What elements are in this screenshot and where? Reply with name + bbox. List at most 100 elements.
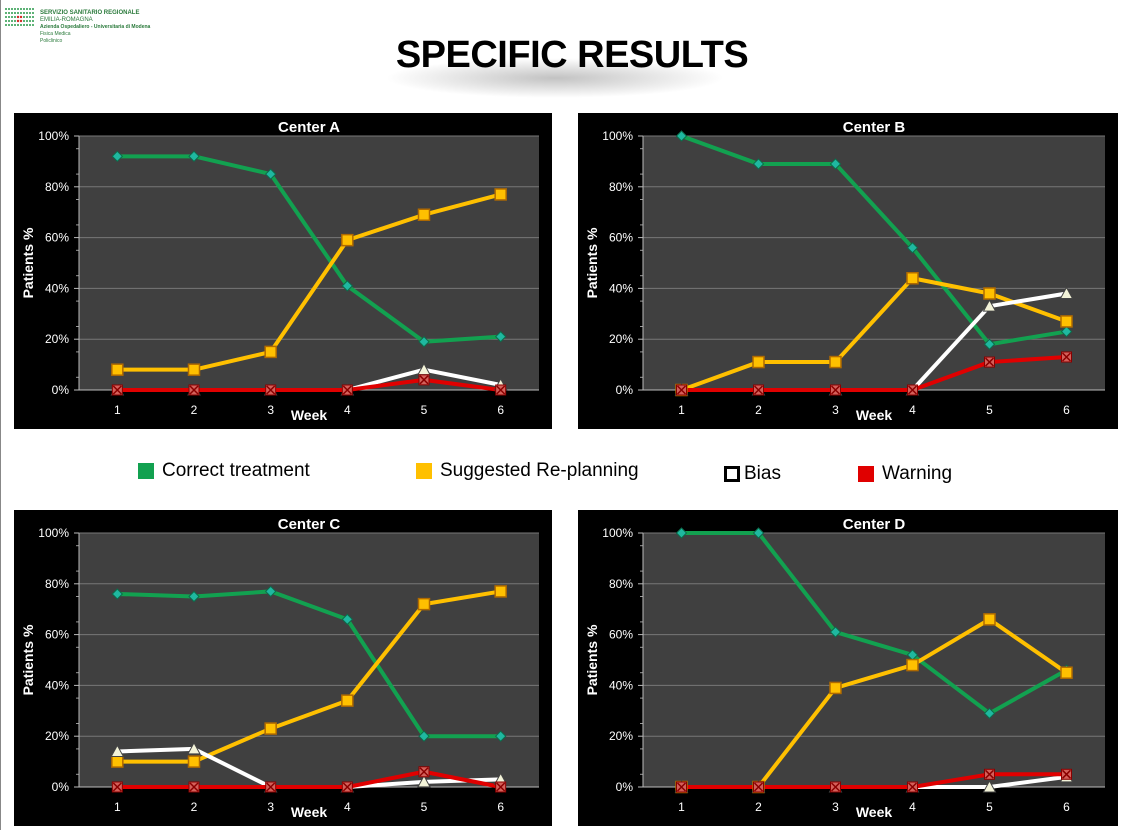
data-point-replanning [341, 233, 354, 247]
series-line-warning [679, 354, 1069, 392]
data-point-replanning [829, 355, 842, 369]
legend-label-correct: Correct treatment [162, 460, 310, 481]
data-point-replanning [417, 208, 431, 221]
y-axis-label: Patients % [584, 227, 600, 298]
x-tick-label: 2 [755, 800, 762, 814]
data-point-warning [830, 384, 841, 396]
data-point-correct [111, 588, 124, 600]
data-point-correct [829, 158, 842, 170]
data-point-replanning [264, 722, 277, 735]
data-point-warning [753, 384, 764, 396]
x-tick-label: 6 [1063, 800, 1070, 814]
x-axis-label: Week [856, 407, 893, 423]
data-point-replanning [906, 271, 919, 285]
data-point-correct [675, 130, 688, 142]
data-point-correct [752, 158, 765, 170]
legend-swatch-replanning [416, 463, 432, 479]
y-tick-label: 60% [609, 628, 633, 642]
data-point-warning [188, 384, 200, 396]
legend-item-correct: Correct treatment [138, 460, 310, 482]
y-tick-label: 20% [609, 729, 633, 743]
chart-center-c: 0% 20% 40% 60% 80% 100% 1 2 3 4 5 6 Center C Week Pati… [14, 510, 552, 826]
data-point-correct [983, 707, 996, 720]
series-line-warning [679, 772, 1069, 789]
data-point-warning [907, 781, 918, 793]
plot-area [79, 136, 539, 390]
x-tick-label: 6 [497, 403, 504, 417]
data-point-correct [418, 730, 430, 742]
x-tick-label: 2 [755, 403, 762, 417]
logo-line-5: Policlinico [40, 38, 63, 44]
y-tick-label: 100% [38, 526, 69, 540]
data-point-correct [906, 242, 919, 254]
y-axis-label: Patients % [584, 624, 600, 695]
plot-area [643, 533, 1105, 787]
y-tick-label: 40% [609, 281, 633, 295]
y-tick-label: 40% [45, 678, 69, 692]
y-tick-label: 20% [609, 332, 633, 346]
data-point-replanning [264, 345, 277, 359]
data-point-warning [830, 781, 841, 793]
legend-item-warning: Warning [858, 463, 952, 485]
data-point-correct [188, 590, 200, 603]
x-tick-label: 1 [114, 800, 121, 814]
data-point-correct [418, 336, 430, 348]
logo-line-4: Fisica Medica [40, 31, 71, 37]
series-line-correct [115, 589, 503, 739]
y-tick-label: 80% [45, 577, 69, 591]
data-point-bias [982, 779, 997, 793]
logo: SERVIZIO SANITARIO REGIONALE EMILIA-ROMA… [4, 6, 204, 54]
data-point-correct [188, 150, 200, 163]
data-point-warning [1061, 351, 1072, 363]
x-axis-label: Week [291, 407, 328, 423]
data-point-correct [675, 527, 688, 539]
series-line-replanning [115, 589, 503, 764]
x-tick-label: 6 [497, 800, 504, 814]
chart-title: Center D [843, 516, 906, 533]
data-point-replanning [829, 681, 842, 695]
data-point-warning [984, 768, 995, 780]
data-point-warning [111, 781, 123, 793]
title-shadow [385, 58, 725, 98]
data-point-warning [1061, 768, 1072, 780]
data-point-bias [110, 744, 125, 757]
x-tick-label: 1 [678, 403, 685, 417]
x-tick-label: 5 [986, 403, 993, 417]
data-point-warning [418, 766, 430, 778]
chart-title: Center C [278, 516, 341, 533]
data-point-warning [188, 781, 200, 793]
y-tick-label: 60% [609, 231, 633, 245]
chart-title: Center B [843, 119, 906, 136]
y-tick-label: 0% [616, 383, 634, 397]
data-point-replanning [494, 585, 507, 598]
legend-swatch-warning [858, 466, 874, 482]
x-tick-label: 5 [421, 800, 428, 814]
data-point-warning [907, 384, 918, 396]
x-tick-label: 1 [114, 403, 121, 417]
data-point-replanning [1060, 666, 1073, 679]
data-point-warning [984, 356, 995, 368]
y-tick-label: 100% [602, 526, 633, 540]
y-tick-label: 60% [45, 231, 69, 245]
data-point-correct [494, 730, 507, 742]
data-point-warning [418, 374, 430, 386]
chart-title: Center A [278, 119, 340, 136]
legend-label-warning: Warning [882, 463, 953, 484]
legend-swatch-correct [138, 463, 154, 479]
chart-svg: 0% 20% 40% 60% 80% 100% 1 2 3 4 5 6 Center B Week Pati… [584, 119, 1105, 423]
data-point-warning [265, 384, 277, 396]
data-point-replanning [983, 613, 996, 626]
legend-item-replanning: Suggested Re-planning [416, 460, 639, 482]
x-tick-label: 4 [344, 403, 351, 417]
x-tick-label: 3 [832, 403, 839, 417]
chart-center-d: 0% 20% 40% 60% 80% 100% 1 2 3 4 5 6 Center D Week Pati… [578, 510, 1118, 826]
data-point-correct [341, 280, 354, 292]
y-tick-label: 100% [38, 129, 69, 143]
data-point-replanning [1060, 315, 1073, 328]
x-tick-label: 4 [909, 800, 916, 814]
x-tick-label: 3 [267, 403, 274, 417]
logo-line-3: Azienda Ospedaliero - Universitaria di M… [40, 24, 151, 30]
x-tick-label: 5 [986, 800, 993, 814]
data-point-correct [264, 585, 277, 598]
series-line-replanning [679, 276, 1069, 392]
